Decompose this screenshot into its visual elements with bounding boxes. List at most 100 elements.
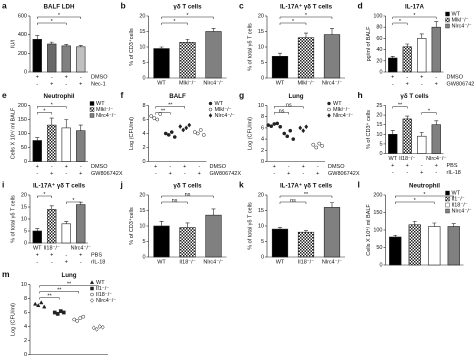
y-tick-label: 20 [258,192,264,198]
marker [55,312,60,316]
y-axis-label: pg/ml of BALF [366,26,372,61]
x-tick-label: WT [388,156,397,162]
y-tick-label: 8 [24,296,27,302]
bar [388,134,398,154]
error-bar [64,221,69,224]
y-tick-label: 2 [261,148,264,154]
marker [198,128,203,132]
marker [304,124,309,130]
panel-letter: f [121,90,124,100]
condition-mark: + [302,164,305,170]
legend-label: WT [452,11,461,17]
marker [327,107,331,112]
legend-label: Il1⁻/⁻ [96,286,109,292]
condition-mark: + [50,81,53,87]
y-axis-label: Log (CFU/ml) [10,303,16,336]
y-tick-label: 8 [142,103,145,109]
y-tick-label: 0 [261,159,264,165]
marker [208,101,213,106]
bar [447,226,460,266]
significance-bracket [37,106,67,109]
x-tick-label: Mlkl⁻/⁻ [297,80,314,86]
condition-name: rIL-18 [447,170,461,176]
significance-label: ** [161,108,166,114]
condition-mark: - [435,74,437,80]
significance-bracket [395,195,454,198]
condition-mark: + [50,171,53,177]
error-bar [304,230,308,233]
y-tick-label: 150 [18,117,27,123]
condition-name: GW806742X [91,171,123,177]
panel-title: γδ T cells [400,93,429,100]
significance-bracket [37,195,52,198]
significance-bracket [37,112,52,115]
x-tick-label: WT [276,259,285,265]
marker [72,317,77,322]
y-axis-label: % of total γδ T cells [247,23,253,71]
condition-name: Nec-1 [91,81,106,87]
marker [272,122,277,126]
y-tick-label: 8 [261,114,264,120]
marker [269,124,274,129]
x-tick-label: Il18⁻/⁻ [298,259,314,265]
error-bar [49,117,54,126]
y-tick-label: 10 [258,103,264,109]
significance-bracket [39,285,99,288]
y-tick-label: 100 [373,227,382,233]
y-tick-label: 0 [142,159,145,165]
panel-title: BALF LDH [44,4,75,11]
significance-bracket [392,22,408,25]
bar [297,37,315,79]
condition-mark: + [198,171,201,177]
condition-name: GW806742X [328,171,360,177]
legend-label: Mlkl⁻/⁻ [96,107,113,113]
y-tick-label: 600 [18,13,27,19]
bar [431,124,441,154]
marker [275,121,280,126]
y-axis-label: Cells X 10⁴/ ml BALF [365,204,372,256]
condition-mark: + [154,164,157,170]
error-bar [434,120,439,125]
y-tick-label: 5 [379,141,382,147]
significance-bracket [66,201,81,204]
marker [90,298,94,303]
condition-mark: + [273,164,276,170]
significance-bracket [279,195,333,198]
condition-mark: - [36,81,38,87]
y-tick-label: 10 [258,223,264,229]
error-bar [330,28,334,35]
significance-label: * [43,192,46,198]
condition-mark: + [287,171,290,177]
panel-letter: a [2,0,7,10]
condition-mark: - [36,171,38,177]
y-axis-label: % of CD3⁺ cells [365,110,372,149]
legend-label: Il18⁻/⁻ [96,292,112,298]
marker [42,304,47,309]
condition-mark: + [65,74,68,80]
error-bar [211,208,216,216]
significance-label: * [305,13,308,19]
bar [47,124,57,162]
significance-bracket [279,16,333,19]
legend-label: Nlrc4⁻/⁻ [96,298,116,304]
y-axis-label: % of CD3⁺cells [128,207,135,245]
significance-bracket [161,195,214,198]
significance-bracket [39,291,79,294]
significance-label: * [173,19,176,25]
x-tick-label: Nlrc4⁻/⁻ [203,80,223,86]
marker [314,145,319,150]
significance-label: * [428,108,431,114]
y-tick-label: 2 [142,145,145,151]
marker [278,124,283,129]
condition-name: DMSO [447,74,464,80]
condition-mark: - [288,164,290,170]
y-axis-label: Cells X 10⁴/ ml BALF [9,107,16,159]
bar [32,39,42,73]
condition-mark: - [392,170,394,176]
condition-name: rIL-18 [91,259,105,265]
y-tick-label: 5 [261,60,264,66]
bar [32,230,42,244]
condition-mark: - [198,164,200,170]
condition-mark: - [65,81,67,87]
y-tick-label: 5 [142,60,145,66]
